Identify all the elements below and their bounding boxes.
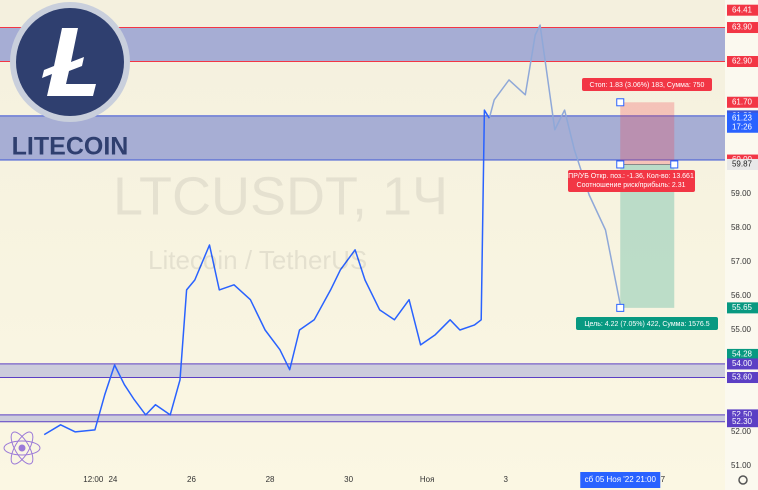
y-tick-label: 57.00 xyxy=(731,257,752,266)
price-marker xyxy=(727,416,758,428)
crosshair-box xyxy=(580,472,661,488)
stop-label: Стоп: 1.83 (3.06%) 183, Сумма: 750 xyxy=(590,82,705,89)
x-tick-label: 12:00 xyxy=(83,475,104,484)
zone xyxy=(0,414,725,422)
price-marker-label: 63.90 xyxy=(732,23,753,32)
settings-icon[interactable] xyxy=(738,475,748,485)
stop-label-box xyxy=(582,78,712,91)
price-marker xyxy=(727,348,758,360)
price-marker-label: 54.00 xyxy=(732,359,753,368)
x-tick-label: 26 xyxy=(187,475,196,484)
y-tick-label: 56.00 xyxy=(731,291,752,300)
ratio-label: Соотношение риск/прибыль: 2.31 xyxy=(577,181,686,189)
position-handle xyxy=(616,160,625,169)
price-marker-label: 54.28 xyxy=(732,350,753,359)
atom-icon xyxy=(3,431,41,465)
x-tick-label: 7 xyxy=(661,475,666,484)
price-marker xyxy=(727,302,758,314)
price-marker-label: 62.90 xyxy=(732,57,753,66)
price-marker xyxy=(727,22,758,34)
settings-gear[interactable] xyxy=(738,475,748,485)
price-marker xyxy=(727,372,758,384)
x-tick-label: 24 xyxy=(108,475,117,484)
atom-core xyxy=(18,444,26,452)
position-handle xyxy=(616,303,625,312)
y-tick-label: 59.00 xyxy=(731,189,752,198)
watermark-subtitle: Litecoin / TetherUS xyxy=(148,245,367,275)
y-tick-label: 51.00 xyxy=(731,461,752,470)
pnl-label: ПР/УБ Откр. поз.: -1.36, Кол-во: 13.661 xyxy=(568,173,694,180)
target-label: Цель: 4.22 (7.05%) 422, Сумма: 1576.5 xyxy=(584,321,709,328)
price-line xyxy=(43,109,490,436)
logo-mark xyxy=(42,28,96,96)
atom-orbit xyxy=(10,431,34,465)
price-marker-time: 17:26 xyxy=(732,122,753,131)
pnl-label-box xyxy=(568,170,695,192)
price-marker-label: 53.60 xyxy=(732,373,753,382)
price-axis xyxy=(725,0,758,490)
watermark-title: LTCUSDT, 1Ч xyxy=(113,166,448,226)
price-marker-label: 59.87 xyxy=(732,160,753,169)
price-marker-label: 52.30 xyxy=(732,417,753,426)
stop-zone xyxy=(620,102,675,165)
price-marker xyxy=(727,4,758,16)
price-marker xyxy=(727,358,758,370)
zone xyxy=(0,115,725,161)
zone xyxy=(0,363,725,378)
price-marker xyxy=(727,112,758,133)
price-marker xyxy=(727,409,758,421)
x-tick-label: 28 xyxy=(266,475,275,484)
price-marker xyxy=(727,96,758,108)
x-tick-label: 3 xyxy=(503,475,508,484)
price-marker-label: 61.23 xyxy=(732,113,753,122)
logo: LITECOIN xyxy=(10,2,130,161)
x-tick-label: 30 xyxy=(344,475,353,484)
price-marker-label: 61.70 xyxy=(732,97,753,106)
y-tick-label: 55.00 xyxy=(731,325,752,334)
price-marker xyxy=(727,56,758,68)
position-handle xyxy=(670,160,679,169)
price-marker-label: 52.50 xyxy=(732,410,753,419)
price-marker-label: 55.65 xyxy=(732,303,753,312)
crosshair-label: сб 05 Ноя '22 21:00 xyxy=(585,475,657,484)
price-marker xyxy=(727,158,758,170)
x-tick-label: Ноя xyxy=(420,475,435,484)
y-tick-label: 58.00 xyxy=(731,223,752,232)
price-marker-label: 64.41 xyxy=(732,5,753,14)
position-handle xyxy=(616,98,625,107)
y-tick-label: 52.00 xyxy=(731,427,752,436)
logo-text: LITECOIN xyxy=(12,133,129,161)
target-label-box xyxy=(576,317,718,330)
atom-orbit xyxy=(3,440,41,456)
atom-orbit xyxy=(10,431,34,465)
projection-line xyxy=(488,24,622,305)
